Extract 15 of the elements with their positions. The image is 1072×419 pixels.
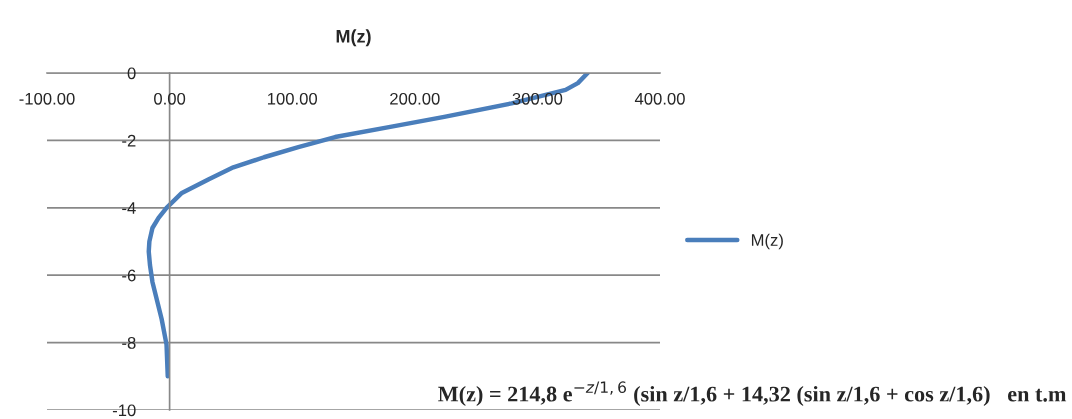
annotation: M(z) = 214,8 e$^{−z/1,6}$ (sin z/1,6 + 14,32 (sin z/1,6 + cos z/1,6) en t.m <box>438 381 1067 407</box>
x-tick-label: 0.00 <box>154 92 186 105</box>
x-tick-label: 200.00 <box>390 92 440 105</box>
y-tick-label: -4 <box>122 202 136 214</box>
y-tick-label: -8 <box>122 337 136 349</box>
x-tick-label: 100.00 <box>267 92 318 105</box>
y-tick-label: -6 <box>122 269 136 282</box>
y-tick-label: -2 <box>122 134 136 147</box>
y-tick-label: -10 <box>112 404 136 417</box>
x-tick-label: -100.00 <box>19 92 75 105</box>
y-tick-label: 0 <box>127 67 136 80</box>
chart-title: M(z) <box>336 29 371 47</box>
x-tick-label: 400.00 <box>634 92 685 105</box>
legend-label: M(z) <box>751 233 783 250</box>
line-series <box>146 73 590 379</box>
